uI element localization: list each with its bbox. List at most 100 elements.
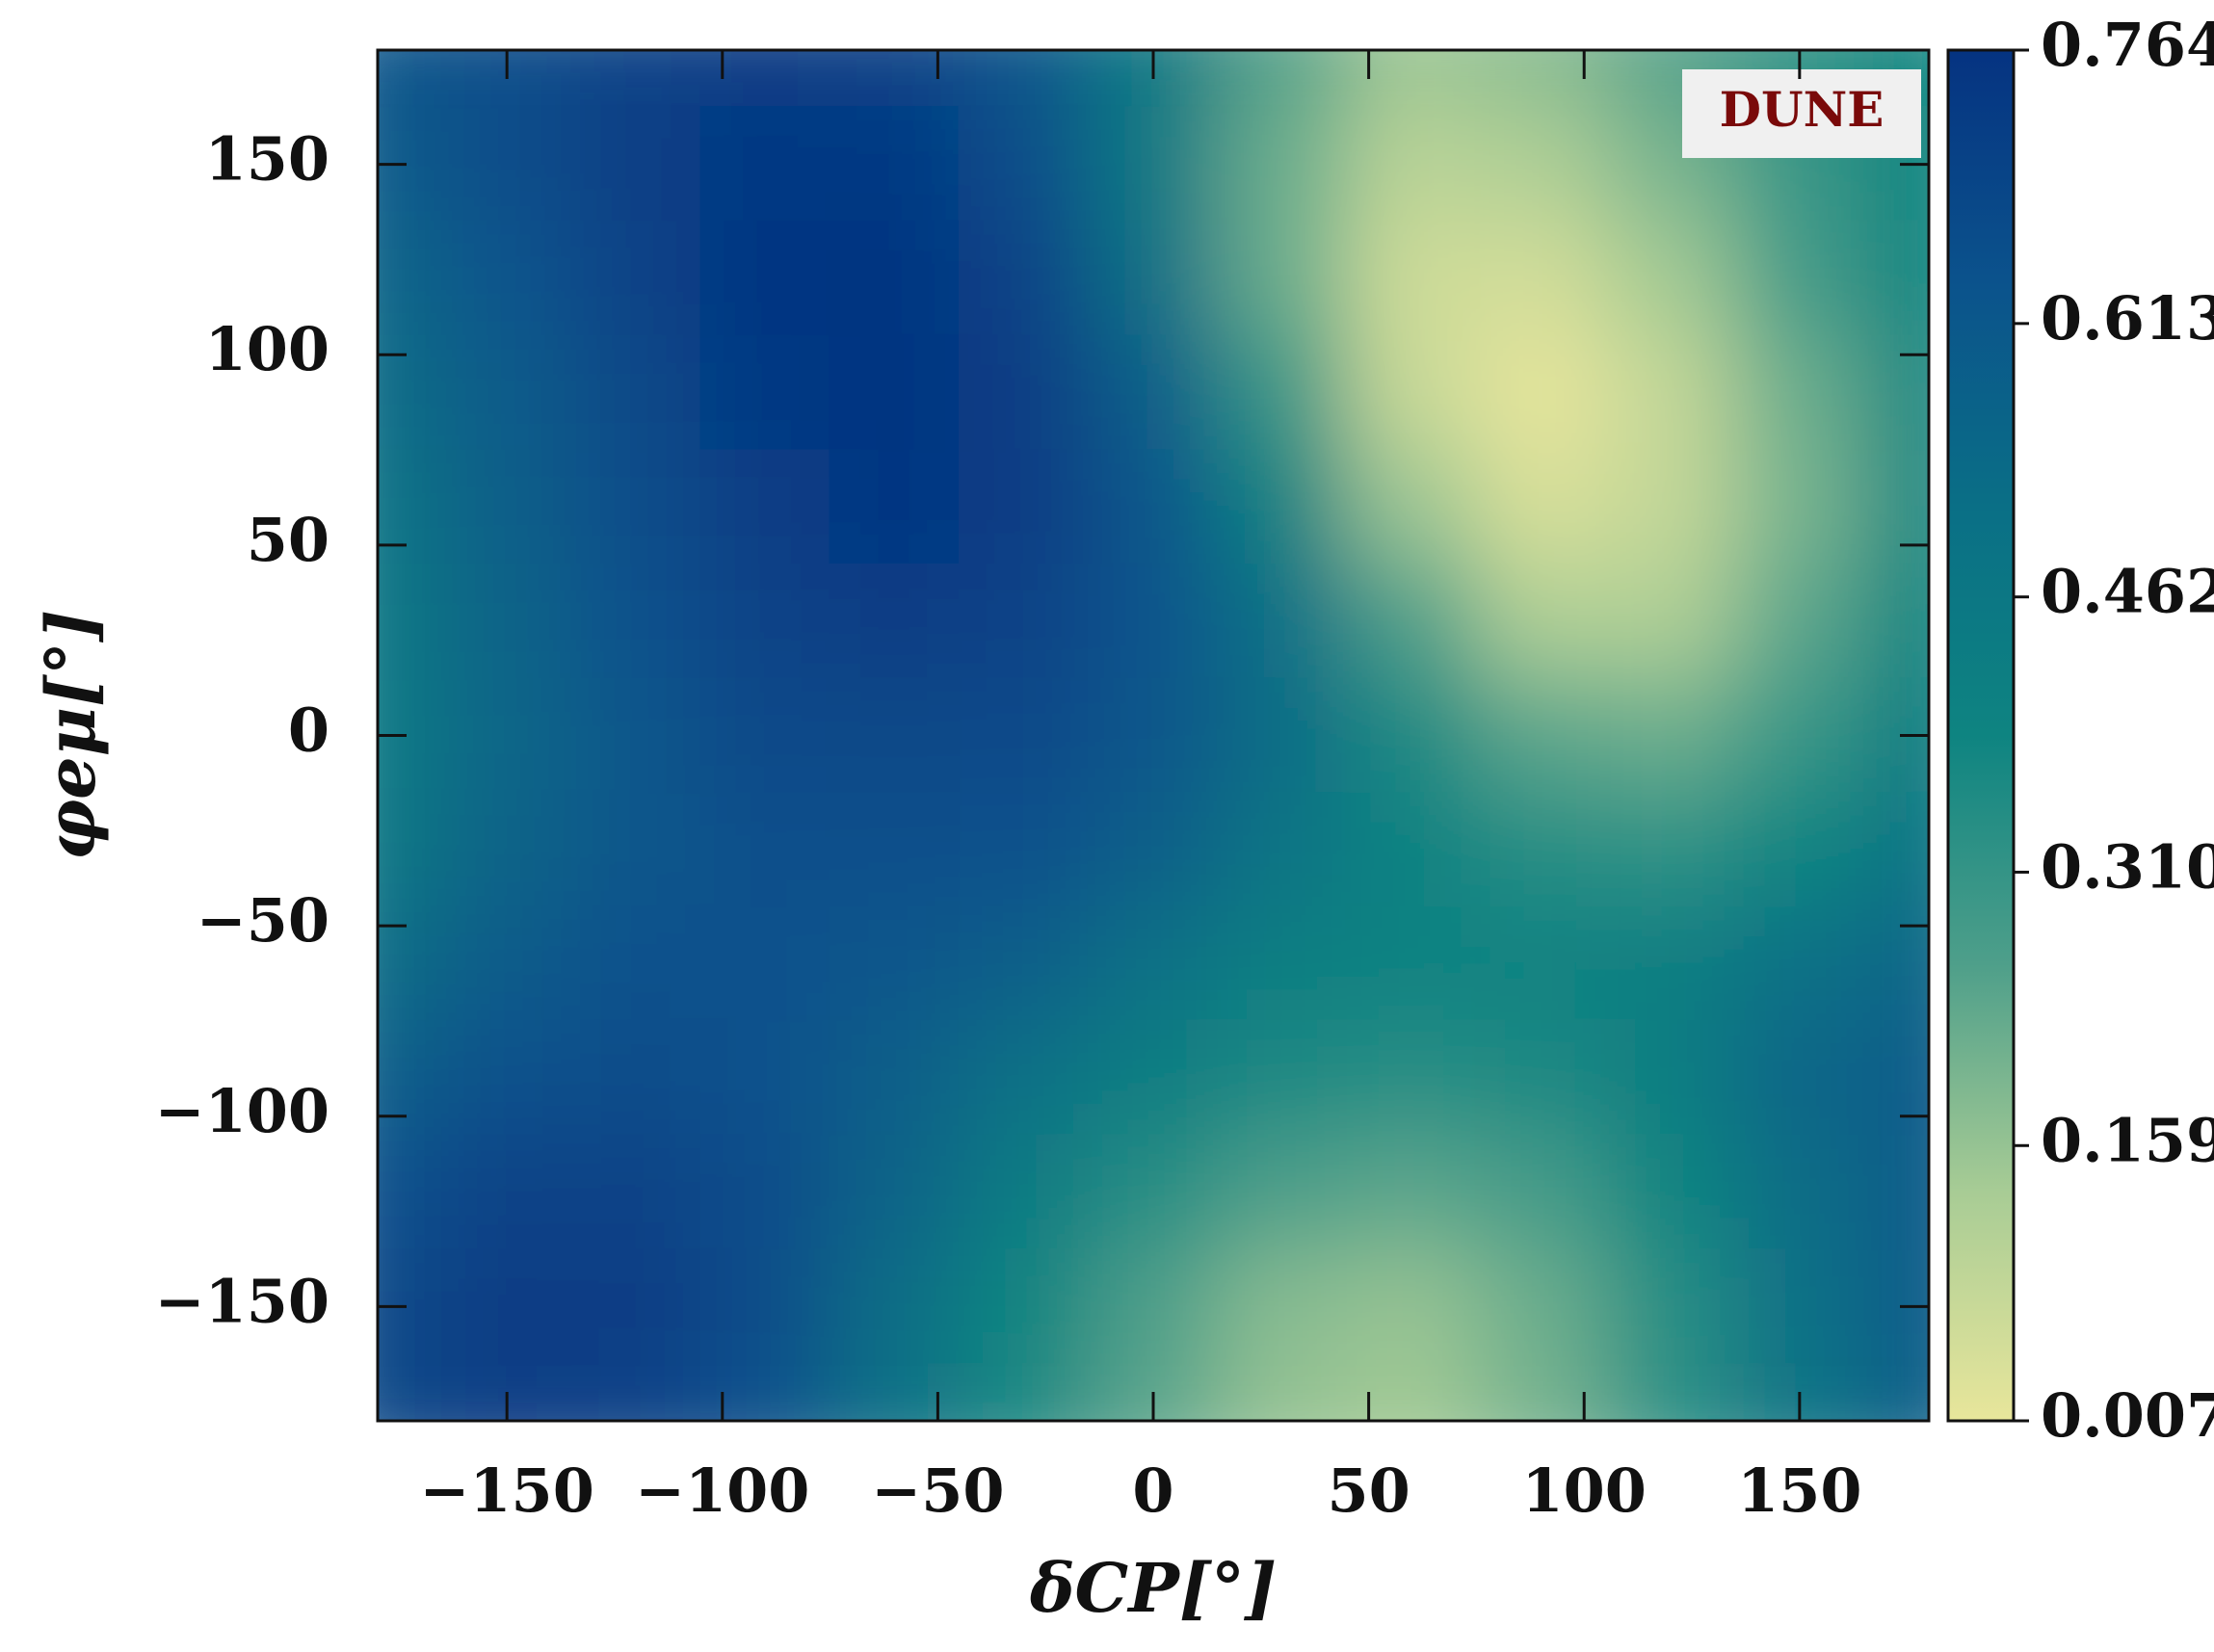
heat-cell (958, 1019, 1090, 1137)
heat-cell (1733, 449, 1865, 565)
heat-cell (1087, 677, 1220, 794)
heat-cell (570, 1362, 702, 1421)
heat-cell (1475, 1134, 1607, 1251)
heat-cell (699, 791, 831, 908)
heat-cell (829, 791, 961, 908)
heat-cell (1217, 449, 1349, 565)
heat-cell (441, 1134, 573, 1251)
colorbar-tick-label: 0.764 (2041, 10, 2214, 80)
y-tick-label: −150 (155, 1266, 329, 1336)
heat-cell (1217, 50, 1349, 109)
heat-cell (1346, 1019, 1478, 1137)
heat-cell (1087, 106, 1220, 223)
heat-cell (1217, 1248, 1349, 1365)
x-tick-label: −100 (635, 1455, 809, 1526)
y-tick-label: 50 (247, 505, 329, 575)
heat-cell (1475, 1248, 1607, 1365)
x-tick-label: 50 (1327, 1455, 1410, 1526)
heat-cell (1217, 220, 1349, 337)
heat-cell (1733, 220, 1865, 337)
heat-cell (1217, 1134, 1349, 1251)
heat-cell (441, 220, 573, 337)
heat-cell (570, 334, 702, 452)
heat-cell (829, 563, 961, 680)
heatmap-area (378, 50, 1929, 1421)
heat-cell (958, 50, 1090, 109)
heat-cell (699, 677, 831, 794)
heat-cell (441, 1248, 573, 1365)
heat-cell (441, 677, 573, 794)
heat-cell (1733, 677, 1865, 794)
heat-cell (570, 449, 702, 565)
heat-cell (441, 334, 573, 452)
heat-cell (1346, 220, 1478, 337)
heat-cell (1733, 905, 1865, 1022)
heat-cell (441, 905, 573, 1022)
heat-cell (1346, 905, 1478, 1022)
heat-cell (378, 1362, 444, 1421)
heat-cell (441, 791, 573, 908)
heat-cell (1604, 905, 1736, 1022)
heat-cell (958, 449, 1090, 565)
y-tick-label: −50 (197, 885, 329, 956)
heat-cell (1087, 791, 1220, 908)
heat-cell (570, 1248, 702, 1365)
y-axis-label: φeμ[°] (31, 610, 111, 860)
heat-cell (1733, 791, 1865, 908)
heat-cell (1475, 106, 1607, 223)
heat-cell (1217, 1362, 1349, 1421)
heat-cell (958, 677, 1090, 794)
heat-cell (1862, 563, 1929, 680)
heat-cell (1217, 791, 1349, 908)
heat-cell (1604, 334, 1736, 452)
heat-cell (378, 1134, 444, 1251)
heat-cell (1604, 1362, 1736, 1421)
heat-cell (570, 1019, 702, 1137)
heat-cell (1862, 220, 1929, 337)
colorbar-tick-label: 0.613 (2041, 283, 2214, 354)
heat-cell (1087, 1248, 1220, 1365)
heat-cell (699, 1134, 831, 1251)
heat-cell (1475, 1019, 1607, 1137)
heat-cell (1217, 106, 1349, 223)
heat-cell (570, 791, 702, 908)
colorbar-tick-label: 0.007 (2041, 1380, 2214, 1451)
heat-cell (1346, 1248, 1478, 1365)
heat-cell (378, 220, 444, 337)
heat-cell (1217, 905, 1349, 1022)
heat-cell (958, 220, 1090, 337)
heat-cell (1733, 563, 1865, 680)
heat-cell (829, 334, 961, 452)
heat-cell (1862, 1362, 1929, 1421)
heat-cell (1604, 1019, 1736, 1137)
heat-cell (1346, 106, 1478, 223)
colorbar-tick-label: 0.159 (2041, 1105, 2214, 1175)
heat-cell (570, 563, 702, 680)
heat-cell (1475, 50, 1607, 109)
x-tick-label: 150 (1737, 1455, 1861, 1526)
heat-cell (1604, 449, 1736, 565)
heat-cell (1475, 334, 1607, 452)
heat-cell (829, 677, 961, 794)
heat-cell (441, 449, 573, 565)
heat-cell (570, 220, 702, 337)
heat-cell (1733, 1248, 1865, 1365)
heat-cell (570, 106, 702, 223)
heat-cell (1475, 449, 1607, 565)
annotation: DUNE (1720, 81, 1885, 138)
heat-cell (1217, 677, 1349, 794)
heat-cell (1217, 334, 1349, 452)
heat-cell (1733, 1019, 1865, 1137)
heat-cell (1087, 1019, 1220, 1137)
heat-cell (1733, 334, 1865, 452)
y-tick-label: −100 (155, 1076, 329, 1146)
heat-cell (1346, 449, 1478, 565)
heat-cell (1087, 220, 1220, 337)
annotation-box (1682, 69, 1921, 158)
heat-cell (570, 1134, 702, 1251)
heat-cell (441, 563, 573, 680)
heat-cell (1217, 1019, 1349, 1137)
heat-cell (829, 449, 961, 565)
heat-cell (829, 1248, 961, 1365)
